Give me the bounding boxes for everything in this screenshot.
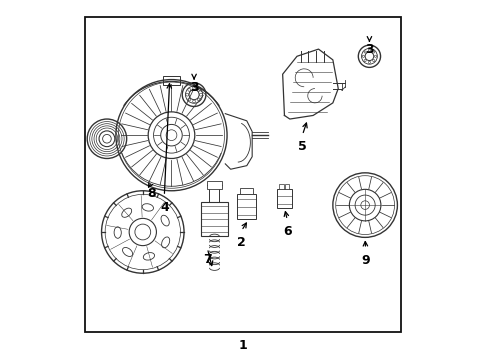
Bar [285, 184, 290, 189]
Text: 6: 6 [283, 225, 292, 238]
Ellipse shape [143, 253, 154, 260]
Text: 2: 2 [237, 236, 246, 249]
Bar [237, 194, 256, 220]
Text: 8: 8 [147, 187, 156, 200]
Ellipse shape [122, 208, 132, 217]
Ellipse shape [114, 227, 122, 238]
Bar [207, 181, 221, 189]
Text: 4: 4 [160, 201, 169, 214]
Ellipse shape [122, 247, 133, 256]
Text: 7: 7 [203, 253, 212, 266]
Ellipse shape [162, 237, 170, 248]
Text: 9: 9 [361, 254, 370, 267]
Bar [240, 188, 253, 194]
Text: 3: 3 [365, 43, 374, 57]
Bar [85, 17, 401, 332]
Text: 5: 5 [298, 140, 307, 153]
Bar [279, 184, 284, 189]
Bar [276, 189, 293, 208]
Bar [163, 76, 180, 85]
Ellipse shape [161, 215, 169, 226]
Ellipse shape [142, 204, 153, 211]
Bar [201, 202, 228, 235]
Text: 3: 3 [190, 81, 198, 94]
Text: 1: 1 [239, 339, 247, 352]
